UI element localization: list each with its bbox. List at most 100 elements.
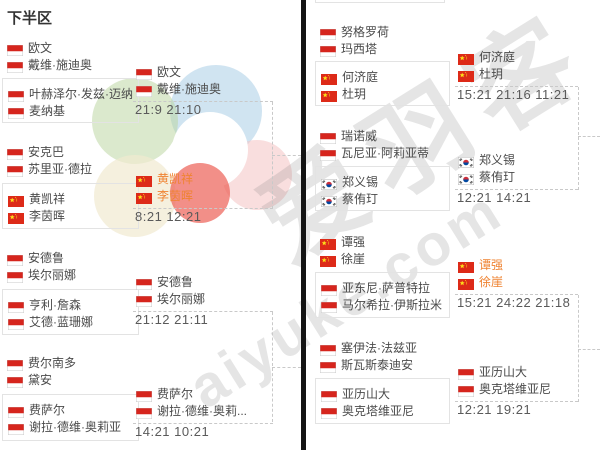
player-name: 谭强: [341, 235, 366, 249]
winner-score-separator: [455, 189, 578, 190]
player-row: 瑞诺威: [315, 128, 450, 145]
player-row: 徐崖: [315, 251, 450, 268]
flag-china-icon: [136, 174, 152, 187]
team-box-bottom: 郑义锡 蔡侑玎: [315, 166, 450, 211]
team-top: 瑞诺威 瓦尼亚·阿莉亚蒂: [315, 128, 450, 162]
player-row: 奥克塔维亚尼: [316, 403, 449, 420]
flag-indonesia-icon: [7, 253, 23, 266]
flag-indonesia-icon: [320, 343, 336, 356]
team-box-bottom: 亚东尼·萨普特拉 马尔希拉·伊斯拉米: [315, 272, 450, 318]
player-row: 欧文: [2, 40, 139, 57]
flag-indonesia-icon: [7, 270, 23, 283]
player-name: 谢拉·德维·奥莉...: [157, 404, 247, 418]
flag-china-icon: [8, 211, 24, 224]
player-name: 杜玥: [342, 87, 367, 101]
player-row: 谭强: [315, 234, 450, 251]
player-row: 蔡侑玎: [316, 191, 449, 208]
bracket-connector: [578, 349, 600, 350]
player-row: 苏里亚·德拉: [2, 161, 139, 178]
flag-china-icon: [458, 69, 474, 82]
flag-korea-icon: [321, 194, 337, 207]
team-top: 安克巴 苏里亚·德拉: [2, 144, 139, 178]
player-name: 瑞诺威: [341, 129, 378, 143]
team-top: 塞伊法·法兹亚 斯瓦斯泰迪安: [315, 340, 450, 374]
player-name: 蔡侑玎: [479, 170, 516, 184]
flag-china-icon: [458, 277, 474, 290]
player-row: 何济庭: [455, 49, 578, 66]
cutoff-team-box: [315, 0, 445, 3]
flag-indonesia-icon: [7, 164, 23, 177]
player-row: 亚东尼·萨普特拉: [316, 280, 449, 297]
team-box-bottom: 亚历山大 奥克塔维亚尼: [315, 378, 450, 424]
flag-indonesia-icon: [320, 360, 336, 373]
flag-indonesia-icon: [320, 44, 336, 57]
player-name: 谢拉·德维·奥莉亚: [29, 420, 121, 434]
winner-score-separator: [455, 294, 578, 295]
flag-indonesia-icon: [321, 389, 337, 402]
bracket-connector: [578, 87, 579, 190]
player-name: 徐崖: [341, 252, 366, 266]
player-row: 艾德·蓝珊娜: [3, 314, 138, 331]
team-top: 安德鲁 埃尔丽娜: [2, 250, 139, 284]
player-row: 安德鲁: [133, 274, 273, 291]
winner-box: 费萨尔 谢拉·德维·奥莉... 14:21 10:21: [133, 386, 273, 440]
player-name: 亚东尼·萨普特拉: [342, 281, 430, 295]
player-name: 叶赫泽尔·发兹·迈纳: [29, 87, 133, 101]
winner-box: 亚历山大 奥克塔维亚尼 12:21 19:21: [455, 364, 578, 418]
player-name: 苏里亚·德拉: [28, 162, 92, 176]
match-score: 14:21 10:21: [135, 424, 210, 439]
flag-indonesia-icon: [321, 300, 337, 313]
player-row: 叶赫泽尔·发兹·迈纳: [3, 86, 138, 103]
player-row: 亨利·詹森: [3, 297, 138, 314]
team-box-bottom: 亨利·詹森 艾德·蓝珊娜: [2, 289, 139, 335]
player-name: 杜玥: [479, 67, 504, 81]
flag-china-icon: [321, 89, 337, 102]
bracket-connector: [578, 136, 600, 137]
player-row: 戴维·施迪奥: [2, 57, 139, 74]
match-score: 12:21 19:21: [457, 402, 532, 417]
player-name: 努格罗荷: [341, 25, 390, 39]
player-row: 塞伊法·法兹亚: [315, 340, 450, 357]
column-divider: [301, 0, 306, 450]
flag-indonesia-icon: [7, 147, 23, 160]
player-name: 安德鲁: [157, 275, 194, 289]
player-name: 戴维·施迪奥: [28, 58, 92, 72]
flag-korea-icon: [458, 155, 474, 168]
player-name: 何济庭: [479, 50, 516, 64]
player-name: 欧文: [157, 65, 182, 79]
flag-indonesia-icon: [7, 60, 23, 73]
flag-indonesia-icon: [320, 148, 336, 161]
player-row: 黛安: [2, 372, 139, 389]
player-name: 费萨尔: [157, 387, 194, 401]
player-row: 李茵晖: [133, 188, 273, 205]
player-row: 谢拉·德维·奥莉...: [133, 403, 273, 420]
player-name: 安德鲁: [28, 251, 65, 265]
flag-china-icon: [320, 254, 336, 267]
team-top: 努格罗荷 玛西塔: [315, 24, 450, 58]
player-name: 塞伊法·法兹亚: [341, 341, 417, 355]
team-top: 费尔南多 黛安: [2, 355, 139, 389]
player-name: 李茵晖: [157, 189, 194, 203]
team-box-bottom: 费萨尔 谢拉·德维·奥莉亚: [2, 394, 139, 441]
winner-box: 谭强 徐崖 15:21 24:22 21:18: [455, 257, 578, 311]
player-name: 安克巴: [28, 145, 65, 159]
flag-china-icon: [8, 194, 24, 207]
player-name: 黄凯祥: [157, 172, 194, 186]
flag-indonesia-icon: [7, 375, 23, 388]
flag-indonesia-icon: [8, 317, 24, 330]
flag-indonesia-icon: [8, 89, 24, 102]
flag-indonesia-icon: [321, 283, 337, 296]
section-title: 下半区: [7, 10, 53, 27]
winner-score-separator: [455, 86, 578, 87]
bracket-connector: [578, 295, 579, 402]
flag-china-icon: [321, 72, 337, 85]
player-row: 郑义锡: [316, 174, 449, 191]
flag-indonesia-icon: [8, 405, 24, 418]
player-row: 亚历山大: [316, 386, 449, 403]
winner-score-separator: [133, 423, 273, 424]
flag-indonesia-icon: [7, 358, 23, 371]
winner-box: 何济庭 杜玥 15:21 21:16 11:21: [455, 49, 578, 103]
winner-box: 黄凯祥 李茵晖 8:21 12:21: [133, 171, 273, 225]
player-name: 郑义锡: [342, 175, 379, 189]
team-top: 欧文 戴维·施迪奥: [2, 40, 139, 74]
